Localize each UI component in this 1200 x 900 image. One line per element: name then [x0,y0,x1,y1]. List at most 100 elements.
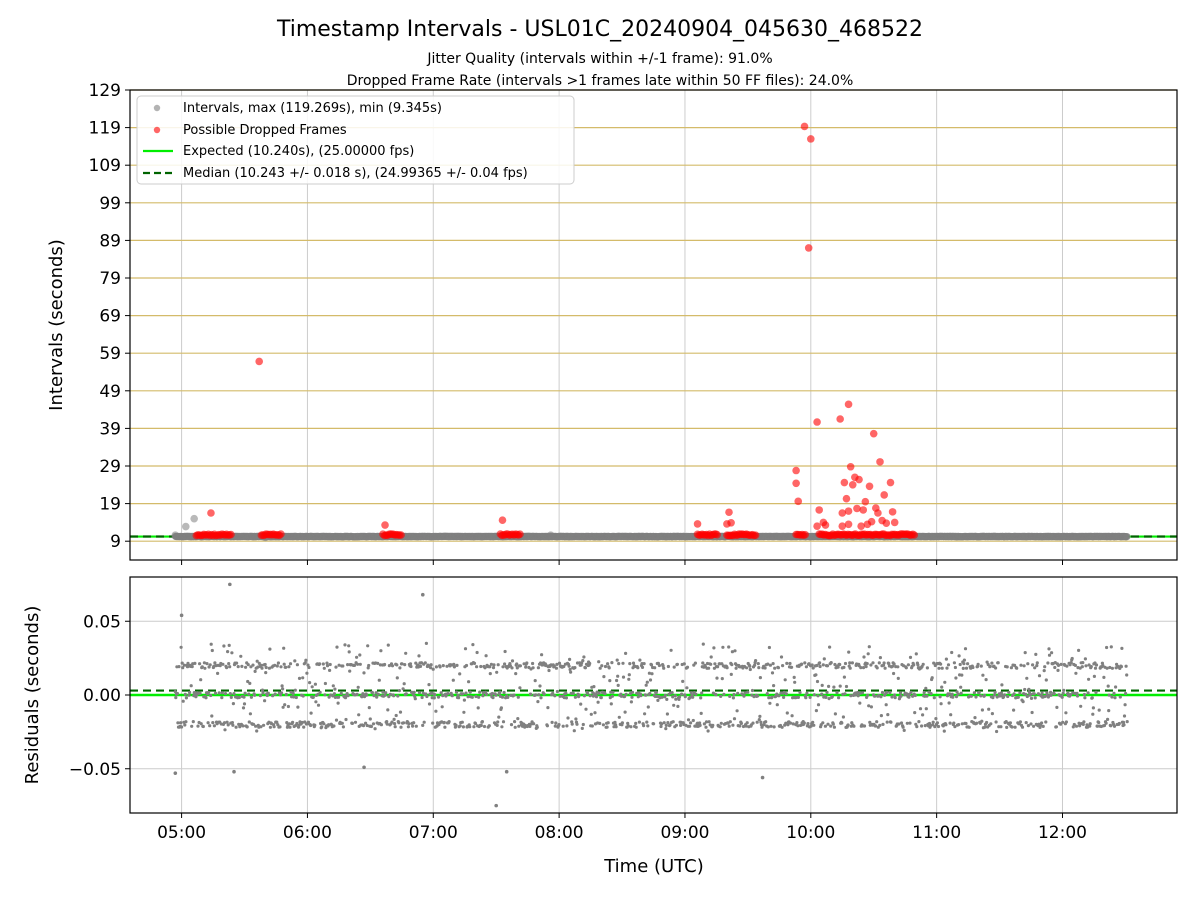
residual-point [418,664,423,669]
dropped-frame-point [813,418,821,426]
residual-point [866,693,870,697]
residual-point [714,693,718,697]
residual-point [242,695,246,699]
residual-point [411,724,415,728]
residual-point [1026,662,1030,666]
residual-point [875,720,879,724]
residual-point [711,723,715,727]
residual-point [334,718,339,722]
residual-point [610,661,614,665]
residual-point [425,694,429,699]
residual-point [408,662,413,666]
residual-point [1069,661,1073,665]
residual-point [304,658,308,662]
residual-point [629,725,633,729]
residual-point [924,686,928,690]
residual-point [911,694,915,698]
chart-subtitle-dropped: Dropped Frame Rate (intervals >1 frames … [347,73,854,89]
residual-point [350,721,354,726]
dropped-frame-point [865,482,874,491]
residual-point [179,721,183,725]
residual-point [414,661,418,665]
x-tick-label: 09:00 [660,823,709,843]
residual-point [518,664,523,668]
residual-point [987,707,991,711]
residual-point [1109,724,1113,728]
residual-point [989,722,993,726]
chart-subtitle-jitter: Jitter Quality (intervals within +/-1 fr… [426,51,772,67]
residual-point [248,681,252,686]
residual-point [685,665,690,669]
residual-point [371,722,376,726]
residual-point [1108,665,1112,670]
chart-title: Timestamp Intervals - USL01C_20240904_04… [276,17,923,42]
residual-point [700,691,704,695]
residual-point [859,666,863,670]
residual-point [208,663,212,667]
residual-point [281,705,285,709]
residual-point [944,657,949,661]
residual-point [173,771,178,775]
residual-point [407,722,411,726]
residual-point [279,665,283,669]
residual-point [322,666,326,670]
residual-point [627,677,631,681]
residual-point [1040,691,1044,695]
residual-point [621,675,626,679]
residual-point [868,720,872,725]
dropped-frame-point [855,475,863,484]
dropped-frame-point [836,415,844,423]
residual-point [1089,665,1093,669]
residual-point [332,724,336,728]
residual-point [740,692,744,696]
residual-point [638,658,642,662]
residual-point [1053,665,1057,670]
residual-point [624,651,628,656]
residual-point [592,685,596,689]
residual-point [427,683,431,687]
residual-point [644,683,648,687]
residual-point [828,645,832,649]
residual-point [420,695,424,700]
residual-point [424,641,428,646]
residual-point [1020,725,1025,729]
residual-point [1006,694,1010,699]
residual-point [557,723,561,727]
residual-point [561,724,565,728]
residual-point [856,690,860,695]
residual-point [880,690,885,695]
residual-point [387,695,391,699]
residual-point [766,662,770,666]
residual-point [892,671,896,676]
residual-point [1012,692,1016,696]
intervals-x-ticks [181,560,1063,565]
residual-point [337,663,341,667]
dropped-frame-point [890,518,899,527]
dropped-frame-point [880,491,889,499]
residual-point [619,694,624,698]
residual-point [975,721,979,725]
intervals-y-tick-label: 89 [99,231,121,251]
residual-point [597,660,601,664]
residual-point [212,724,216,728]
residual-point [1125,720,1129,724]
residual-point [402,721,406,725]
residual-point [796,724,800,728]
residual-point [1077,721,1081,725]
residual-point [908,655,913,660]
dropped-frame-point [844,400,853,409]
residual-point [846,723,850,727]
residual-point [533,679,537,683]
residual-point [768,701,772,705]
residual-point [621,661,625,665]
residual-point [190,665,194,669]
residual-point [1013,663,1017,668]
residual-point [500,695,505,699]
residual-point [1102,723,1107,728]
dropped-frame-point [838,509,847,517]
residual-point [1100,661,1104,665]
residual-point [1088,724,1092,728]
residual-point [1069,693,1073,697]
residual-point [753,663,757,667]
residual-point [634,725,638,729]
